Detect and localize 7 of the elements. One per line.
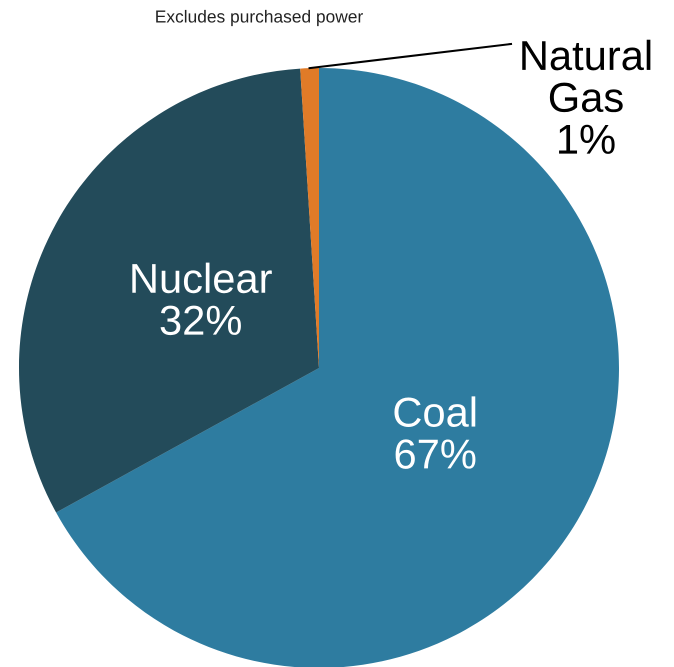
slice-label: Coal [394,396,476,427]
slice-label: Natural Gas [522,40,650,112]
slice-label: Nuclear [132,262,272,294]
data-label: 1% [559,124,615,154]
data-label: 32% [160,306,241,336]
data-label: 67% [396,439,476,469]
text: Excludes purchased power [156,10,363,26]
